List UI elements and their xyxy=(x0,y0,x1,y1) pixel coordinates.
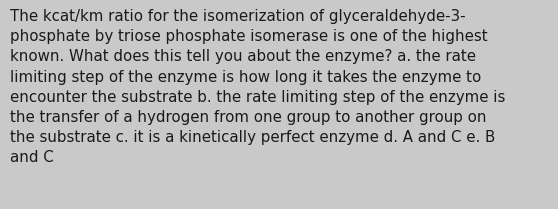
Text: The kcat/km ratio for the isomerization of glyceraldehyde-3-
phosphate by triose: The kcat/km ratio for the isomerization … xyxy=(10,9,506,165)
